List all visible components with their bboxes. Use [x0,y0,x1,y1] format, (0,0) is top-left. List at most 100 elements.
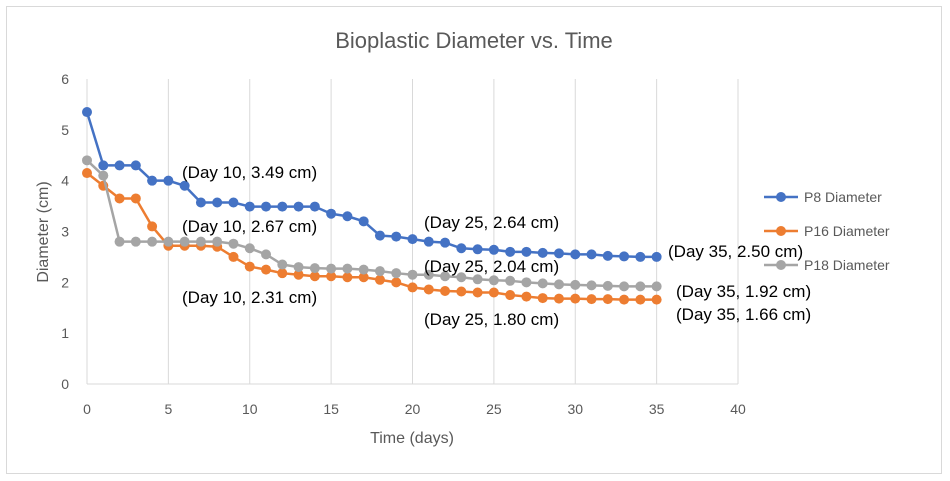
data-point[interactable] [602,294,613,305]
data-point[interactable] [440,271,451,282]
data-point[interactable] [244,201,255,212]
data-point[interactable] [456,286,467,297]
data-point[interactable] [342,272,353,283]
data-point[interactable] [147,236,158,247]
data-point[interactable] [586,249,597,260]
data-point[interactable] [82,107,92,118]
data-point[interactable] [423,284,434,295]
data-point[interactable] [472,244,483,255]
data-point[interactable] [244,243,255,254]
data-point[interactable] [228,238,239,249]
data-point[interactable] [570,293,581,304]
data-point[interactable] [505,290,516,301]
data-point[interactable] [553,248,564,259]
data-point[interactable] [488,275,499,286]
data-point[interactable] [456,272,467,283]
data-point[interactable] [391,277,402,288]
data-point[interactable] [602,250,613,261]
data-point[interactable] [309,201,320,212]
data-point[interactable] [98,170,109,181]
data-point[interactable] [521,291,532,302]
data-point[interactable] [619,294,630,305]
data-point[interactable] [537,278,548,289]
data-point[interactable] [114,160,125,171]
data-point[interactable] [326,271,337,282]
data-point[interactable] [228,251,239,262]
data-point[interactable] [521,277,532,288]
legend-item[interactable]: P16 Diameter [764,223,890,239]
data-point[interactable] [309,271,320,282]
data-point[interactable] [277,259,288,270]
data-point[interactable] [326,208,337,219]
data-point[interactable] [261,264,272,275]
data-point[interactable] [488,244,499,255]
data-point[interactable] [293,269,304,280]
data-point[interactable] [553,279,564,290]
data-point[interactable] [358,264,369,275]
data-point[interactable] [244,261,255,272]
data-point[interactable] [277,201,288,212]
data-point[interactable] [570,249,581,260]
data-point[interactable] [195,236,206,247]
data-point[interactable] [472,287,483,298]
data-point[interactable] [163,175,174,186]
data-point[interactable] [147,221,158,232]
data-point[interactable] [407,282,418,293]
data-point[interactable] [440,237,451,248]
data-point[interactable] [130,160,141,171]
data-point[interactable] [212,236,223,247]
data-point[interactable] [82,155,92,166]
data-point[interactable] [228,197,239,208]
data-point[interactable] [277,268,288,279]
data-point[interactable] [407,269,418,280]
data-point[interactable] [374,266,385,277]
legend-item[interactable]: P18 Diameter [764,257,890,273]
data-point[interactable] [114,193,125,204]
data-point[interactable] [130,193,141,204]
data-point[interactable] [619,251,630,262]
data-point[interactable] [261,201,272,212]
data-point[interactable] [488,287,499,298]
data-point[interactable] [179,180,190,191]
data-point[interactable] [586,280,597,291]
legend-item[interactable]: P8 Diameter [764,189,882,205]
data-point[interactable] [98,160,109,171]
data-point[interactable] [619,281,630,292]
data-point[interactable] [440,285,451,296]
data-point[interactable] [212,197,223,208]
data-point[interactable] [82,168,92,179]
data-point[interactable] [293,201,304,212]
data-point[interactable] [293,262,304,273]
data-point[interactable] [342,211,353,222]
data-point[interactable] [472,274,483,285]
data-point[interactable] [407,234,418,245]
data-point[interactable] [309,263,320,274]
data-point[interactable] [358,216,369,227]
data-point[interactable] [635,281,646,292]
data-point[interactable] [505,246,516,257]
data-point[interactable] [537,247,548,258]
data-point[interactable] [521,246,532,257]
data-point[interactable] [456,243,467,254]
data-point[interactable] [505,275,516,286]
data-point[interactable] [391,231,402,242]
data-point[interactable] [586,294,597,305]
data-point[interactable] [130,236,141,247]
data-point[interactable] [651,294,662,305]
data-point[interactable] [423,236,434,247]
data-point[interactable] [602,280,613,291]
data-point[interactable] [147,175,158,186]
data-point[interactable] [358,272,369,283]
data-point[interactable] [261,249,272,260]
data-point[interactable] [326,263,337,274]
data-point[interactable] [342,263,353,274]
data-point[interactable] [391,268,402,279]
data-point[interactable] [651,281,662,292]
data-point[interactable] [195,197,206,208]
data-point[interactable] [537,293,548,304]
data-point[interactable] [651,251,662,262]
data-point[interactable] [553,293,564,304]
legend[interactable]: P8 Diameter P16 Diameter P18 Diameter [764,189,890,273]
data-point[interactable] [570,279,581,290]
data-point[interactable] [374,230,385,241]
